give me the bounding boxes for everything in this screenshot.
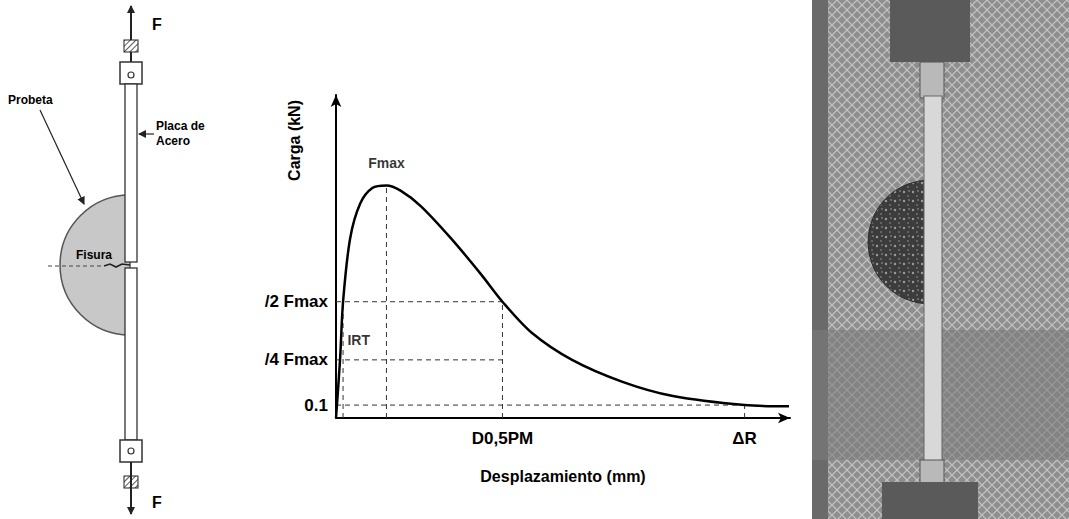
svg-text:Probeta: Probeta xyxy=(8,93,53,107)
svg-text:Acero: Acero xyxy=(156,134,190,148)
svg-text:Placa de: Placa de xyxy=(156,119,205,133)
svg-text:Fisura: Fisura xyxy=(76,248,112,262)
svg-text:F: F xyxy=(152,494,162,511)
svg-text:0.1: 0.1 xyxy=(304,396,328,415)
svg-text:/4 Fmax: /4 Fmax xyxy=(265,350,329,369)
svg-text:Fmax: Fmax xyxy=(368,155,405,171)
svg-text:F: F xyxy=(152,16,162,33)
svg-text:D0,5PM: D0,5PM xyxy=(472,429,533,448)
svg-text:/2 Fmax: /2 Fmax xyxy=(265,292,329,311)
svg-text:Desplazamiento (mm): Desplazamiento (mm) xyxy=(480,468,645,485)
svg-text:Carga (kN): Carga (kN) xyxy=(286,100,303,181)
svg-text:ΔR: ΔR xyxy=(732,429,757,448)
svg-text:IRT: IRT xyxy=(347,332,370,348)
